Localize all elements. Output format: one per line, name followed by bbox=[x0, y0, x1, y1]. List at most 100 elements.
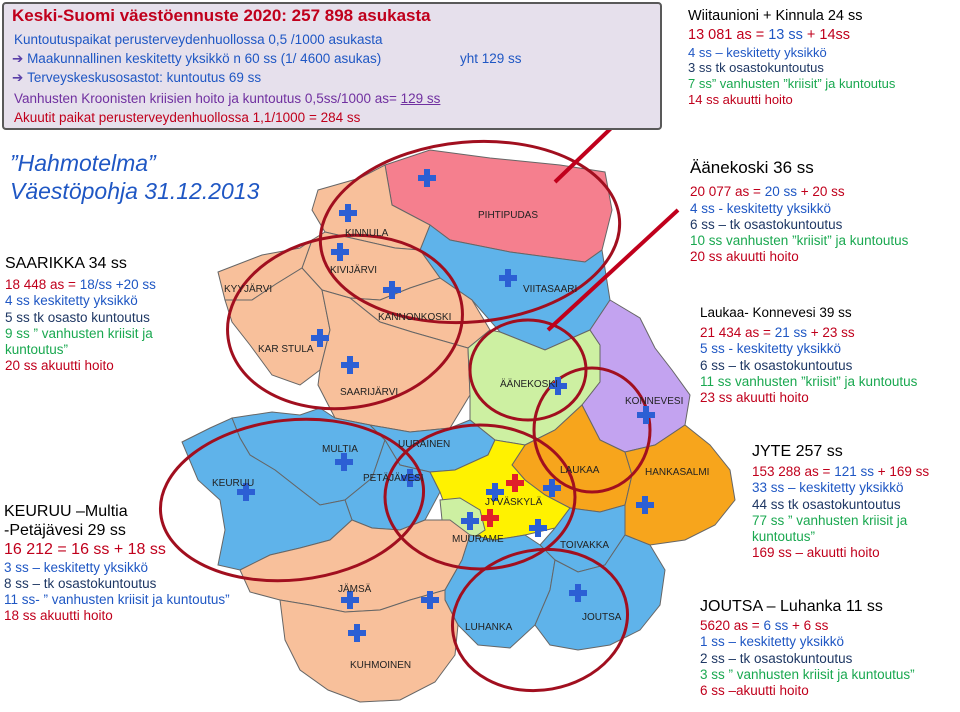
label-viitasaari: VIITASAARI bbox=[523, 284, 577, 295]
joutsa-name: JOUTSA – Luhanka 11 ss bbox=[700, 598, 883, 615]
saarikka-line-2: 5 ss tk osasto kuntoutus bbox=[5, 309, 150, 325]
blue-cross-icon bbox=[341, 591, 359, 609]
saarikka-line-4: 20 ss akuutti hoito bbox=[5, 358, 114, 374]
ellipse-saarikka bbox=[226, 233, 464, 411]
label-jyvaskyla: JYVÄSKYLÄ bbox=[485, 496, 543, 508]
jyte-line-1: 33 ss – keskitetty yksikkö bbox=[752, 480, 904, 496]
header-title: Keski-Suomi väestöennuste 2020: 257 898 … bbox=[12, 6, 431, 25]
keuruu-name-1: KEURUU –Multia bbox=[4, 503, 128, 520]
header-line-1: Kuntoutuspaikat perusterveydenhuollossa … bbox=[14, 32, 383, 47]
header-line-2: Maakunnallinen keskitetty yksikkö n 60 s… bbox=[12, 51, 381, 67]
joutsa-line-1: 1 ss – keskitetty yksikkö bbox=[700, 634, 845, 650]
keuruu-line-2: 8 ss – tk osastokuntoutus bbox=[4, 575, 157, 591]
aanekoski-line-3: 10 ss vanhusten ”kriisit” ja kuntoutus bbox=[690, 232, 909, 248]
wiitaunioni-line-1: 4 ss – keskitetty yksikkö bbox=[688, 44, 827, 60]
region-ellipses bbox=[158, 139, 652, 693]
blue-cross-icon bbox=[461, 512, 479, 530]
header-vanhusten-value: 129 ss bbox=[400, 91, 441, 106]
blue-cross-icon bbox=[237, 483, 255, 501]
blue-cross-icon bbox=[499, 269, 517, 287]
blue-cross-icon bbox=[311, 329, 329, 347]
ellipse-joutsa bbox=[450, 547, 630, 693]
joutsa-pop: 5620 as = 6 ss + 6 ss bbox=[700, 618, 829, 634]
red-cross-icon bbox=[506, 474, 524, 492]
keuruu-name-2: -Petäjävesi 29 ss bbox=[4, 522, 126, 540]
joutsa-line-3: 3 ss ” vanhusten kriisit ja kuntoutus” bbox=[700, 666, 915, 682]
label-kinnula: KINNULA bbox=[345, 228, 389, 239]
ellipse-laukaa bbox=[532, 366, 652, 494]
region-kuhmoinen[interactable] bbox=[279, 589, 459, 703]
saarikka-line-3b: kuntoutus” bbox=[5, 341, 69, 357]
label-jamsa: JÄMSÄ bbox=[338, 583, 372, 595]
jyte-line-2: 44 ss tk osastokuntoutus bbox=[752, 496, 901, 512]
aanekoski-line-4: 20 ss akuutti hoito bbox=[690, 249, 799, 265]
wiitaunioni-info: Wiitaunioni + Kinnula 24 ss 13 081 as = … bbox=[688, 8, 895, 107]
blue-cross-icon bbox=[543, 479, 561, 497]
wiitaunioni-line-4: 14 ss akuutti hoito bbox=[688, 91, 793, 107]
header-line-5: Akuutit paikat perusterveydenhuollossa 1… bbox=[14, 110, 361, 125]
joutsa-line-2: 2 ss – tk osastokuntoutus bbox=[700, 650, 853, 666]
aanekoski-info: Äänekoski 36 ss 20 077 as = 20 ss + 20 s… bbox=[690, 158, 908, 265]
hahmotelma-line-2: Väestöpohja 31.12.2013 bbox=[10, 177, 260, 204]
saarikka-line-1: 4 ss keskitetty yksikkö bbox=[5, 293, 138, 309]
hospital-crosses bbox=[237, 169, 655, 642]
region-joutsa[interactable] bbox=[534, 534, 666, 651]
keuruu-line-4: 18 ss akuutti hoito bbox=[4, 608, 113, 624]
label-multia: MULTIA bbox=[322, 444, 358, 455]
label-kannonkoski: KANNONKOSKI bbox=[378, 312, 451, 323]
laukaa-name: Laukaa- Konnevesi 39 ss bbox=[700, 305, 852, 320]
label-keuruu: KEURUU bbox=[212, 478, 254, 489]
jyte-name: JYTE 257 ss bbox=[752, 443, 843, 460]
laukaa-info: Laukaa- Konnevesi 39 ss 21 434 as = 21 s… bbox=[700, 305, 917, 406]
label-petajavesi: PETÄJÄVESI bbox=[363, 472, 424, 484]
keuruu-line-1: 3 ss – keskitetty yksikkö bbox=[4, 559, 149, 575]
blue-cross-icon bbox=[401, 469, 419, 487]
keuruu-line-3: 11 ss- ” vanhusten kriisit ja kuntoutus” bbox=[4, 591, 230, 607]
jyte-info: JYTE 257 ss 153 288 as = 121 ss + 169 ss… bbox=[752, 442, 929, 561]
jyte-line-3: 77 ss ” vanhusten kriisit ja bbox=[752, 512, 908, 528]
blue-cross-icon bbox=[335, 453, 353, 471]
jyte-line-3b: kuntoutus” bbox=[752, 528, 816, 544]
saarikka-name: SAARIKKA 34 ss bbox=[5, 255, 127, 272]
label-muurame: MUURAME bbox=[452, 534, 504, 545]
blue-cross-icon bbox=[418, 169, 436, 187]
laukaa-pop: 21 434 as = 21 ss + 23 ss bbox=[700, 325, 855, 341]
label-hankasalmi: HANKASALMI bbox=[645, 467, 709, 478]
label-saarijarvi: SAARIJÄRVI bbox=[340, 386, 398, 398]
blue-cross-icon bbox=[529, 519, 547, 537]
aanekoski-name: Äänekoski 36 ss bbox=[690, 158, 814, 177]
blue-cross-icon bbox=[341, 356, 359, 374]
laukaa-line-4: 23 ss akuutti hoito bbox=[700, 389, 809, 405]
label-pihtipudas: PIHTIPUDAS bbox=[478, 210, 538, 221]
laukaa-line-1: 5 ss - keskitetty yksikkö bbox=[700, 341, 842, 357]
keuruu-info: KEURUU –Multia -Petäjävesi 29 ss 16 212 … bbox=[4, 502, 230, 624]
ellipse-wiitaunioni bbox=[318, 139, 622, 325]
blue-cross-icon bbox=[383, 281, 401, 299]
ellipse-jyte bbox=[383, 423, 577, 571]
label-konnevesi: KONNEVESI bbox=[625, 396, 683, 407]
saarikka-info: SAARIKKA 34 ss 18 448 as = 18/ss +20 ss … bbox=[5, 254, 156, 374]
blue-cross-icon bbox=[486, 483, 504, 501]
blue-cross-icon bbox=[636, 496, 654, 514]
blue-cross-icon bbox=[421, 591, 439, 609]
saarikka-line-3: 9 ss ” vanhusten kriisit ja bbox=[5, 325, 153, 341]
label-laukaa: LAUKAA bbox=[560, 465, 600, 476]
ellipse-aanekoski bbox=[468, 318, 588, 422]
label-toivakka: TOIVAKKA bbox=[560, 540, 609, 551]
aanekoski-line-2: 6 ss – tk osastokuntoutus bbox=[690, 216, 843, 232]
ellipse-keuruu bbox=[158, 417, 426, 583]
laukaa-line-2: 6 ss – tk osastokuntoutus bbox=[700, 357, 853, 373]
header-line-4: Vanhusten Kroonisten kriisien hoito ja k… bbox=[14, 91, 441, 106]
aanekoski-pop: 20 077 as = 20 ss + 20 ss bbox=[690, 184, 845, 200]
blue-cross-icon bbox=[549, 377, 567, 395]
aanekoski-line-1: 4 ss - keskitetty yksikkö bbox=[690, 200, 832, 216]
saarikka-pop: 18 448 as = 18/ss +20 ss bbox=[5, 277, 156, 293]
label-aanekoski: ÄÄNEKOSKI bbox=[500, 378, 558, 390]
label-uurainen: UURAINEN bbox=[398, 439, 450, 450]
blue-cross-icon bbox=[348, 624, 366, 642]
joutsa-info: JOUTSA – Luhanka 11 ss 5620 as = 6 ss + … bbox=[700, 597, 915, 699]
label-luhanka: LUHANKA bbox=[465, 622, 513, 633]
header-line-3: Terveyskeskusosastot: kuntoutus 69 ss bbox=[12, 70, 261, 86]
blue-cross-icon bbox=[331, 243, 349, 261]
